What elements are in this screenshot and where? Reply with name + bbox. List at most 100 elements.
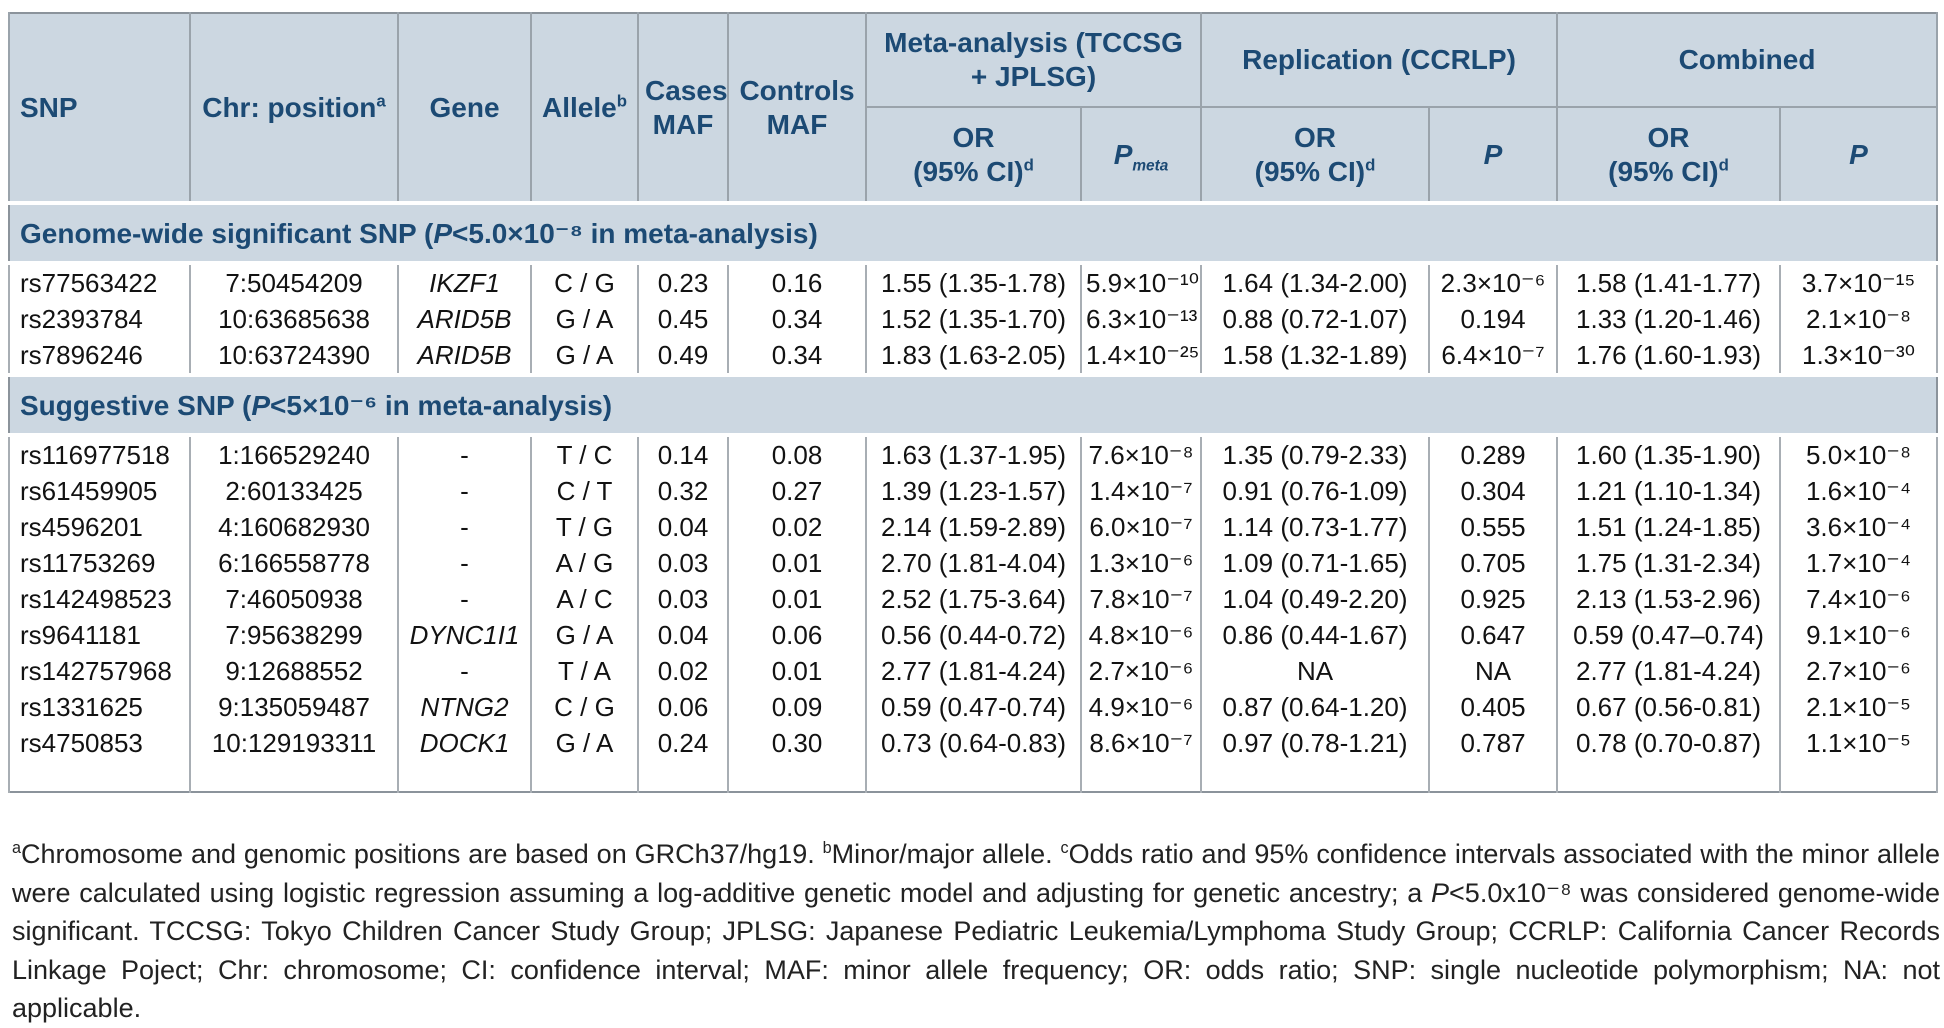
cell-repl-p: 0.787 [1428,725,1559,761]
footnote-marker-d: d [1023,155,1034,175]
cell-combined-or: 1.60 (1.35-1.90) [1556,435,1782,473]
cell-snp: rs2393784 [8,301,191,337]
or-label: OR [1647,121,1690,153]
col-header-allele: Alleleb [530,13,639,203]
cell-repl-p: 0.925 [1428,581,1559,617]
cell-repl-p: 0.289 [1428,435,1559,473]
spacer-cell [727,761,867,792]
cell-repl-p: 0.405 [1428,689,1559,725]
cell-gene: DYNC1I1 [397,617,532,653]
cell-combined-p: 2.1×10⁻⁸ [1779,301,1939,337]
cell-repl-p: 2.3×10⁻⁶ [1428,263,1559,301]
cell-meta-or: 1.63 (1.37-1.95) [865,435,1082,473]
cell-meta-p: 1.4×10⁻⁷ [1079,473,1203,509]
cell-meta-p: 6.3×10⁻¹³ [1079,301,1203,337]
cell-combined-or: 0.67 (0.56-0.81) [1556,689,1782,725]
cell-combined-p: 1.7×10⁻⁴ [1779,545,1939,581]
cell-snp: rs142757968 [8,653,191,689]
cell-cases-maf: 0.32 [637,473,729,509]
spacer-cell [1556,761,1782,792]
cell-meta-p: 7.8×10⁻⁷ [1079,581,1203,617]
cell-allele: G / A [530,725,639,761]
cell-cases-maf: 0.03 [637,581,729,617]
cell-gene: - [397,581,532,617]
col-header-replication-p: P [1428,107,1559,203]
cell-repl-p: 0.555 [1428,509,1559,545]
col-header-combined-p: P [1779,107,1939,203]
cell-combined-or: 2.77 (1.81-4.24) [1556,653,1782,689]
cell-meta-or: 2.14 (1.59-2.89) [865,509,1082,545]
cell-meta-p: 5.9×10⁻¹⁰ [1079,263,1203,301]
cell-chr-position: 10:129193311 [189,725,399,761]
cell-gene: DOCK1 [397,725,532,761]
cell-snp: rs1331625 [8,689,191,725]
cell-controls-maf: 0.01 [727,653,867,689]
section-header-row: Genome-wide significant SNP (P<5.0×10⁻⁸ … [9,201,1938,265]
cell-repl-p: 0.647 [1428,617,1559,653]
cell-meta-or: 1.39 (1.23-1.57) [865,473,1082,509]
p-label: P [1483,138,1503,170]
cell-gene: ARID5B [397,301,532,337]
cell-meta-p: 2.7×10⁻⁶ [1079,653,1203,689]
table-row: rs61459905 2:60133425- C / T 0.32 0.27 1.39 (… [8,473,1939,509]
ci-label: (95% CI) [1254,155,1366,187]
cell-meta-or: 0.56 (0.44-0.72) [865,617,1082,653]
cell-repl-or: 1.64 (1.34-2.00) [1200,263,1431,301]
cell-meta-p: 1.4×10⁻²⁵ [1079,337,1203,375]
table-header: SNP Chr: positiona Gene Alleleb Cases MA… [8,13,1939,203]
cell-chr-position: 10:63685638 [189,301,399,337]
cell-cases-maf: 0.49 [637,337,729,375]
cell-snp: rs4750853 [8,725,191,761]
ci-label: (95% CI) [913,155,1024,187]
col-header-chr-position: Chr: positiona [189,13,399,203]
col-header-cases-maf: Cases MAF [637,13,729,203]
cell-controls-maf: 0.01 [727,545,867,581]
cell-controls-maf: 0.34 [727,337,867,375]
chr-position-label: Chr: position [202,91,377,123]
cell-combined-p: 2.7×10⁻⁶ [1779,653,1939,689]
cell-meta-or: 1.83 (1.63-2.05) [865,337,1082,375]
cell-cases-maf: 0.24 [637,725,729,761]
group-header-meta-analysis: Meta-analysis (TCCSG + JPLSG) [864,13,1203,108]
cell-snp: rs116977518 [8,435,191,473]
cell-chr-position: 7:95638299 [189,617,399,653]
cell-snp: rs9641181 [8,617,191,653]
cell-combined-p: 1.1×10⁻⁵ [1779,725,1939,761]
cell-combined-or: 0.78 (0.70-0.87) [1556,725,1782,761]
cell-cases-maf: 0.02 [637,653,729,689]
allele-label: Allele [542,91,617,123]
cell-repl-p: NA [1428,653,1559,689]
cell-chr-position: 7:50454209 [189,263,399,301]
spacer-cell [189,761,399,792]
cell-cases-maf: 0.06 [637,689,729,725]
cell-combined-or: 0.59 (0.47–0.74) [1556,617,1782,653]
cell-allele: C / T [530,473,639,509]
col-header-snp: SNP [8,13,191,203]
spacer-cell [1200,761,1431,792]
footnote-marker-d: d [1718,155,1729,175]
cell-allele: C / G [530,263,639,301]
cell-gene: - [397,435,532,473]
section-header-row: Suggestive SNP (P<5×10⁻⁶ in meta-analysi… [9,373,1938,437]
cell-repl-p: 0.304 [1428,473,1559,509]
cell-chr-position: 10:63724390 [189,337,399,375]
cell-chr-position: 9:12688552 [189,653,399,689]
cell-combined-p: 5.0×10⁻⁸ [1779,435,1939,473]
cell-meta-or: 1.55 (1.35-1.78) [865,263,1082,301]
cell-repl-or: 0.91 (0.76-1.09) [1200,473,1431,509]
cell-meta-p: 6.0×10⁻⁷ [1079,509,1203,545]
cell-combined-p: 1.6×10⁻⁴ [1779,473,1939,509]
cell-meta-or: 0.73 (0.64-0.83) [865,725,1082,761]
table-row: rs1331625 9:135059487 NTNG2 C / G 0.06 0.09 0.… [8,689,1939,725]
cell-gene: ARID5B [397,337,532,375]
cell-gene: NTNG2 [397,689,532,725]
cell-meta-or: 2.70 (1.81-4.04) [865,545,1082,581]
cell-cases-maf: 0.45 [637,301,729,337]
cell-allele: G / A [530,337,639,375]
cell-meta-or: 2.52 (1.75-3.64) [865,581,1082,617]
group-header-combined: Combined [1556,13,1939,108]
table-row: rs9641181 7:95638299 DYNC1I1 G / A 0.04 0.06 0… [8,617,1939,653]
cell-combined-p: 9.1×10⁻⁶ [1779,617,1939,653]
cell-repl-or: 0.88 (0.72-1.07) [1200,301,1431,337]
